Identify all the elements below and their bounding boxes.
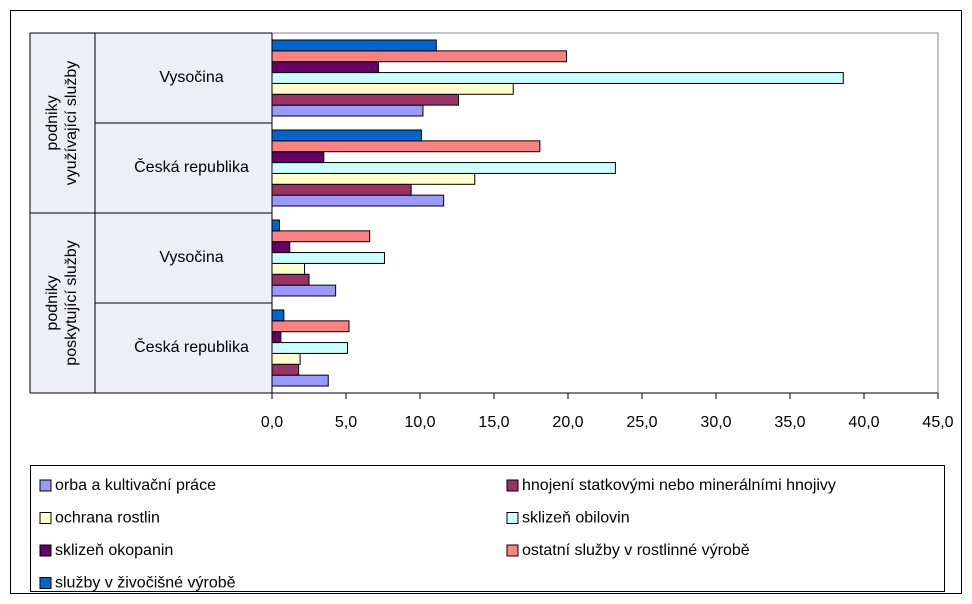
bar bbox=[271, 342, 348, 354]
legend-label: ostatní služby v rostlinné výrobě bbox=[522, 542, 750, 559]
x-tick-label: 35,0 bbox=[774, 414, 805, 431]
legend-label: hnojení statkovými nebo minerálními hnoj… bbox=[522, 477, 836, 494]
legend-swatch bbox=[39, 512, 52, 524]
legend-swatch bbox=[39, 544, 52, 557]
bar bbox=[271, 331, 282, 344]
category-label: Vysočina bbox=[159, 249, 223, 266]
bar bbox=[271, 162, 616, 174]
bar bbox=[271, 129, 422, 142]
x-tick-label: 5,0 bbox=[335, 414, 357, 431]
bar bbox=[271, 93, 459, 106]
bar bbox=[271, 50, 568, 63]
group-label-line: poskytující služby bbox=[63, 240, 80, 365]
group-label: podniky využívající služby bbox=[44, 61, 80, 185]
x-tick-label: 20,0 bbox=[552, 414, 583, 431]
category-label: Česká republika bbox=[134, 157, 249, 176]
legend-swatch bbox=[506, 512, 519, 524]
bar bbox=[271, 252, 385, 264]
legend-label: orba a kultivační práce bbox=[55, 477, 216, 494]
x-tick-label: 10,0 bbox=[404, 414, 435, 431]
legend-swatch bbox=[39, 577, 52, 589]
bar bbox=[271, 172, 476, 185]
bar bbox=[271, 72, 844, 84]
x-tick-label: 0,0 bbox=[261, 414, 283, 431]
legend-swatch bbox=[506, 544, 519, 557]
bar bbox=[271, 363, 300, 376]
bar bbox=[271, 309, 285, 322]
x-tick-label: 45,0 bbox=[922, 414, 953, 431]
bar bbox=[271, 241, 291, 254]
bar bbox=[271, 104, 424, 117]
bar bbox=[271, 82, 514, 95]
plot-area bbox=[271, 32, 939, 394]
legend-box bbox=[30, 465, 945, 592]
group-label-line: podniky bbox=[44, 95, 61, 150]
bar bbox=[271, 284, 337, 297]
bar bbox=[271, 183, 412, 196]
bar bbox=[271, 39, 437, 52]
x-tick-label: 40,0 bbox=[848, 414, 879, 431]
bar bbox=[271, 262, 306, 275]
bar bbox=[271, 219, 280, 232]
bar bbox=[271, 320, 350, 333]
bar bbox=[271, 230, 371, 243]
legend-label: sklizeň okopanin bbox=[55, 542, 173, 559]
bar bbox=[271, 273, 310, 286]
x-tick-label: 30,0 bbox=[700, 414, 731, 431]
bar bbox=[271, 61, 380, 74]
bar bbox=[271, 374, 329, 387]
x-tick-label: 15,0 bbox=[478, 414, 509, 431]
group-label-line: využívající služby bbox=[63, 61, 80, 185]
legend-label: sklizeň obilovin bbox=[522, 510, 630, 527]
bar bbox=[271, 352, 301, 365]
x-tick-label: 25,0 bbox=[626, 414, 657, 431]
legend-label: ochrana rostlin bbox=[55, 510, 160, 527]
category-label: Česká republika bbox=[134, 337, 249, 356]
group-label: podniky poskytující služby bbox=[44, 240, 80, 365]
legend-swatch bbox=[506, 479, 519, 492]
legend-swatch bbox=[39, 479, 52, 492]
bar bbox=[271, 151, 325, 164]
category-label: Vysočina bbox=[159, 69, 223, 86]
bar bbox=[271, 140, 541, 153]
legend-label: služby v živočišné výrobě bbox=[55, 575, 236, 592]
bar bbox=[271, 194, 445, 207]
group-label-line: podniky bbox=[44, 275, 61, 330]
